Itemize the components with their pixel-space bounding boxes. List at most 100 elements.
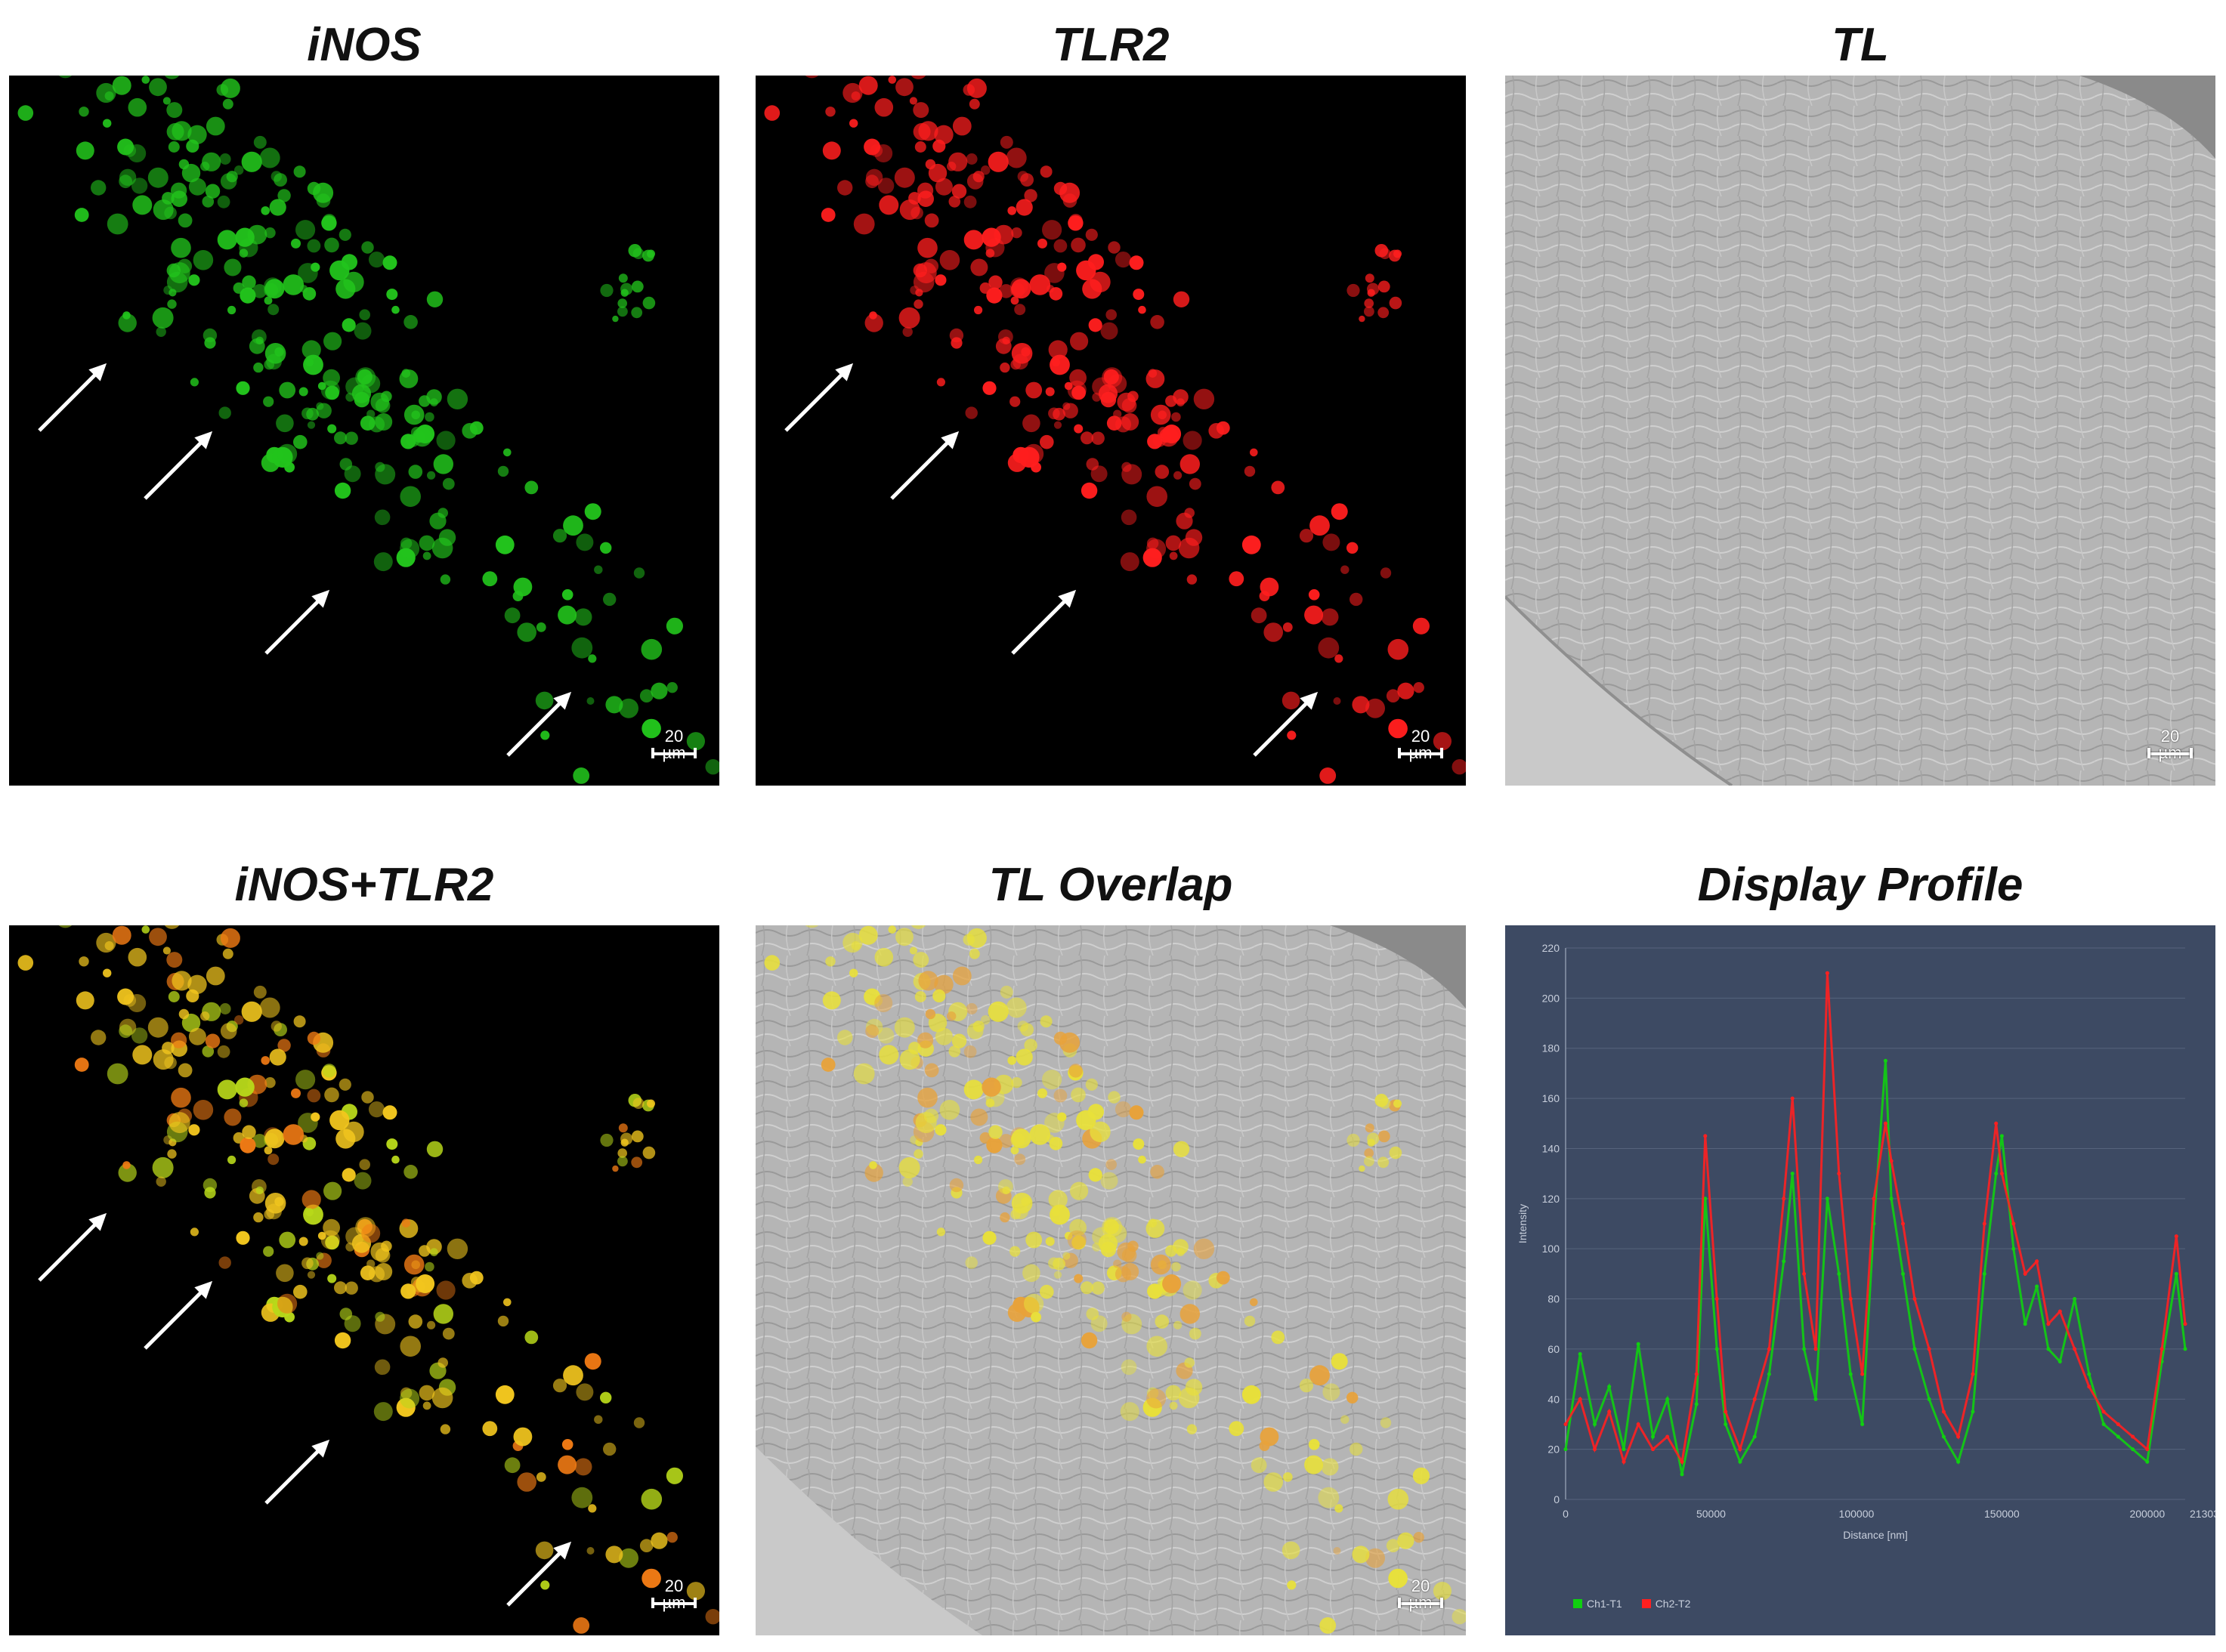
cell xyxy=(1048,1257,1060,1270)
data-point xyxy=(1636,1422,1640,1426)
data-point xyxy=(1982,1271,1986,1276)
cell xyxy=(1091,431,1105,445)
cell xyxy=(888,76,897,84)
cell xyxy=(1150,404,1171,425)
cell xyxy=(386,289,398,301)
cell xyxy=(1179,1304,1200,1324)
cell xyxy=(391,305,400,314)
cell xyxy=(442,1327,455,1340)
cell xyxy=(864,1163,883,1182)
cell xyxy=(1070,332,1089,350)
cell xyxy=(1108,1224,1127,1243)
cell xyxy=(974,1155,983,1165)
cell xyxy=(1052,1208,1060,1217)
cell xyxy=(242,1125,256,1139)
series-line-2 xyxy=(1564,973,2187,1465)
cell xyxy=(147,1017,168,1038)
cell xyxy=(1121,1359,1137,1376)
y-tick-label: 60 xyxy=(1547,1343,1560,1355)
arrowhead xyxy=(835,363,854,381)
cell xyxy=(298,1237,308,1246)
data-point xyxy=(2023,1322,2027,1326)
cell xyxy=(1090,465,1108,483)
cell xyxy=(283,1124,305,1145)
cell xyxy=(1121,413,1139,431)
cell xyxy=(1024,443,1044,464)
cell xyxy=(203,328,218,343)
cell xyxy=(188,1027,206,1045)
merge-fluorescence-image xyxy=(9,925,719,1635)
cell xyxy=(1090,1315,1108,1332)
cell xyxy=(1016,1048,1033,1066)
cell xyxy=(935,1027,953,1045)
cell xyxy=(128,947,147,967)
cell xyxy=(419,1385,435,1401)
cell xyxy=(910,76,926,79)
transmitted-light-image xyxy=(1505,76,2215,786)
data-point xyxy=(1651,1447,1655,1452)
cell xyxy=(1413,682,1424,693)
data-point xyxy=(1694,1402,1699,1407)
cell xyxy=(274,1023,287,1036)
cell xyxy=(1331,503,1348,520)
cell xyxy=(837,180,853,196)
cell xyxy=(274,347,284,357)
x-tick-label: 200000 xyxy=(2129,1508,2165,1520)
cell xyxy=(513,577,533,597)
cell xyxy=(164,925,180,929)
cell xyxy=(524,1330,539,1345)
cell xyxy=(1387,1488,1409,1510)
data-point xyxy=(2058,1309,2062,1314)
cell xyxy=(1281,691,1300,710)
data-point xyxy=(1790,1172,1795,1176)
cell xyxy=(1121,1263,1139,1280)
cell xyxy=(981,1015,991,1025)
cell xyxy=(1184,508,1195,518)
cell xyxy=(1241,1385,1261,1404)
cell xyxy=(264,296,273,305)
cell xyxy=(899,1049,920,1070)
cell xyxy=(1393,249,1402,258)
cell xyxy=(894,167,915,188)
cell xyxy=(264,1129,285,1149)
cell xyxy=(619,1548,638,1568)
cell xyxy=(307,239,321,253)
cell xyxy=(939,250,960,270)
cell xyxy=(186,989,199,1002)
data-point xyxy=(2087,1385,2092,1389)
data-point xyxy=(1971,1410,1975,1414)
cell xyxy=(79,956,89,967)
arrowhead xyxy=(88,1212,107,1231)
data-point xyxy=(1982,1221,1986,1226)
cell xyxy=(1031,462,1041,473)
cell xyxy=(1017,171,1028,182)
cell xyxy=(877,1027,895,1044)
cell xyxy=(235,227,255,247)
cell xyxy=(222,98,233,110)
cell xyxy=(1184,1357,1195,1368)
cell xyxy=(1007,1056,1016,1065)
cell xyxy=(1178,537,1200,559)
cell xyxy=(966,78,987,98)
arrow-indicator xyxy=(890,433,957,500)
cell xyxy=(271,171,282,182)
cell xyxy=(963,195,977,208)
cell xyxy=(1105,1159,1117,1170)
data-point xyxy=(1563,1422,1568,1426)
cell xyxy=(517,622,536,642)
cell xyxy=(1053,181,1068,196)
cell xyxy=(261,1056,271,1065)
cell xyxy=(168,141,180,153)
cell xyxy=(1091,1281,1105,1295)
cell xyxy=(1133,289,1145,301)
cell xyxy=(1389,296,1402,310)
cell xyxy=(917,237,938,258)
cell xyxy=(1350,592,1363,607)
cell xyxy=(552,1379,567,1393)
cell xyxy=(1040,165,1053,178)
cell xyxy=(91,1030,107,1045)
cell xyxy=(1309,515,1330,536)
data-point xyxy=(2011,1246,2016,1251)
cell xyxy=(131,1027,148,1044)
cell xyxy=(1064,1231,1073,1240)
